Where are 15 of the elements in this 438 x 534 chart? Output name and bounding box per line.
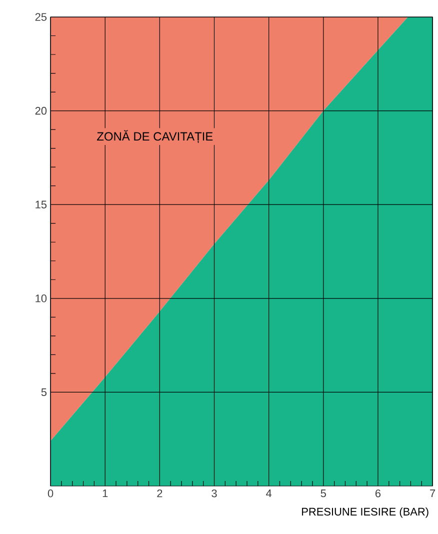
x-tick-label: 4 — [266, 490, 272, 498]
y-tick-label: 25 — [36, 13, 47, 21]
y-tick-label: 15 — [36, 200, 47, 208]
x-tick-label: 1 — [103, 490, 108, 498]
x-tick-label: 2 — [157, 490, 162, 498]
x-tick-label: 0 — [48, 490, 54, 498]
y-tick-label: 5 — [42, 388, 47, 396]
y-tick-label: 10 — [36, 294, 47, 302]
y-tick-label: 20 — [36, 106, 47, 115]
x-tick-label: 6 — [376, 490, 381, 498]
x-axis-title: PRESIUNE IESIRE (BAR) — [302, 508, 429, 518]
x-tick-label: 3 — [212, 490, 218, 498]
x-tick-label: 7 — [430, 490, 436, 498]
annotation: ZONĂ DE CAVITAȚIE — [97, 130, 213, 144]
x-tick-label: 5 — [321, 490, 326, 498]
